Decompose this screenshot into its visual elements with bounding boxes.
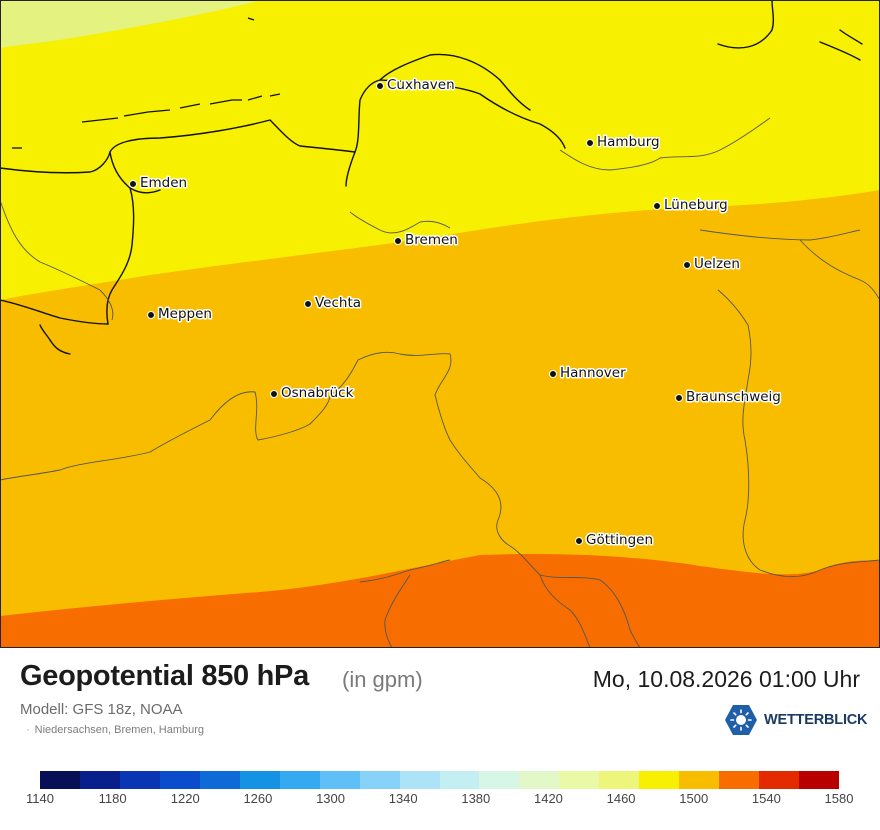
color-scale-segment [159,771,200,789]
color-scale-tick-label: 1300 [316,791,345,806]
color-scale-segment [759,771,800,789]
color-scale-segment [40,771,80,789]
map[interactable]: Cuxhaven Hamburg Emden Lüneburg Bremen U… [0,0,880,648]
region-label: Niedersachsen, Bremen, Hamburg [34,724,205,736]
city-label-lueneburg: Lüneburg [664,197,728,213]
page-title: Geopotential 850 hPa [20,660,309,692]
field-band-1460-1480 [0,0,262,48]
city-label-bremen: Bremen [405,232,458,248]
color-scale-segment [79,771,120,789]
color-scale-tick-label: 1580 [824,791,854,806]
city-markers: Cuxhaven Hamburg Emden Lüneburg Bremen U… [129,76,782,550]
color-scale-tick-label: 1540 [751,791,781,806]
color-scale-segment [319,771,360,789]
city-label-hannover: Hannover [560,365,626,381]
color-scale-segment [679,771,720,789]
color-scale-segment [399,771,440,789]
city-cuxhaven[interactable]: Cuxhaven [376,76,456,95]
color-scale-segment [559,771,600,789]
city-label-meppen: Meppen [158,306,212,322]
city-emden[interactable]: Emden [129,174,189,193]
unit-label: (in gpm) [342,667,423,692]
color-scale-segment [239,771,280,789]
field-band-1480-1500 [0,0,880,300]
color-scale-tick-label: 1260 [243,791,273,806]
city-uelzen[interactable]: Uelzen [683,255,741,274]
color-scale-tick-label: 1460 [606,791,636,806]
color-scale-tick-label: 1500 [679,791,709,806]
color-scale-segment [639,771,680,789]
model-info: Modell: GFS 18z, NOAA [20,701,183,718]
city-label-vechta: Vechta [315,295,361,311]
color-scale-tick-label: 1180 [98,791,127,806]
sun-logo-icon [725,705,757,735]
bullet-icon: · [26,724,30,736]
color-scale-tick-label: 1380 [461,791,491,806]
city-vechta[interactable]: Vechta [304,294,363,313]
city-lueneburg[interactable]: Lüneburg [653,196,729,215]
city-label-goettingen: Göttingen [586,532,653,548]
city-osnabrueck[interactable]: Osnabrück [270,384,355,403]
color-scale-ticks: 1140 1180 1220 1260 1300 1340 1380 1420 1460 1500… [0,791,880,809]
color-scale-segment [279,771,320,789]
color-scale-segment [799,771,840,789]
city-label-braunschweig: Braunschweig [686,389,781,405]
region-info: · Niedersachsen, Bremen, Hamburg [26,724,204,736]
color-scale-segment [119,771,160,789]
color-scale-segment [599,771,640,789]
city-meppen[interactable]: Meppen [147,305,213,324]
city-label-hamburg: Hamburg [597,134,660,150]
color-scale-segment [439,771,480,789]
color-scale-tick-label: 1220 [170,791,200,806]
islands [12,17,281,149]
city-label-uelzen: Uelzen [694,256,740,272]
color-scale-segment [519,771,560,789]
color-scale-segment [479,771,520,789]
color-scale-segment [359,771,400,789]
city-label-cuxhaven: Cuxhaven [387,77,455,93]
color-scale [40,771,840,789]
brand-name: WETTERBLICK [764,712,868,728]
city-hannover[interactable]: Hannover [549,364,628,383]
color-scale-tick-label: 1340 [388,791,418,806]
footer [0,648,880,830]
coastline [0,0,863,355]
forecast-datetime: Mo, 10.08.2026 01:00 Uhr [592,666,860,692]
city-label-emden: Emden [140,175,187,191]
color-scale-tick-label: 1420 [533,791,563,806]
color-scale-segment [719,771,760,789]
city-braunschweig[interactable]: Braunschweig [675,388,782,407]
city-hamburg[interactable]: Hamburg [586,133,661,152]
city-goettingen[interactable]: Göttingen [575,531,655,550]
color-scale-tick-label: 1140 [26,791,54,806]
color-scale-segment [199,771,240,789]
city-bremen[interactable]: Bremen [394,231,459,250]
field-band-1520-1540 [0,554,880,648]
city-label-osnabrueck: Osnabrück [281,385,354,401]
admin-borders [0,117,880,648]
brand-logo[interactable]: WETTERBLICK [724,704,868,736]
